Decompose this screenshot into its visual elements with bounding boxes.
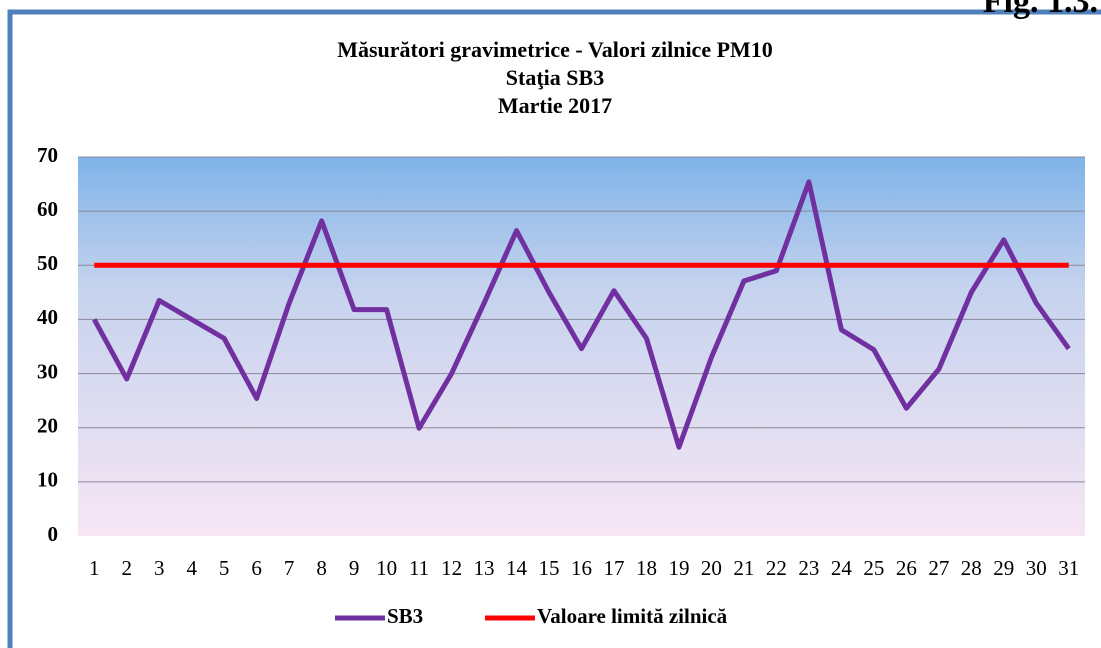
x-tick-label: 20: [701, 556, 722, 580]
x-tick-label: 3: [154, 556, 165, 580]
x-tick-label: 16: [571, 556, 592, 580]
x-tick-label: 4: [186, 556, 197, 580]
x-tick-label: 28: [961, 556, 982, 580]
fig-label: Fig. 1.3.: [983, 0, 1098, 20]
x-tick-label: 7: [284, 556, 295, 580]
series-line: [92, 179, 1071, 450]
y-tick-label: 30: [37, 359, 58, 383]
y-tick-label: 50: [37, 251, 58, 275]
x-tick-label: 15: [539, 556, 560, 580]
frame: [7, 9, 1101, 648]
x-tick-label: 11: [409, 556, 429, 580]
chart-title: Martie 2017: [498, 93, 612, 118]
x-tick-label: 21: [733, 556, 754, 580]
legend-label: SB3: [387, 604, 423, 628]
x-tick-label: 17: [603, 556, 624, 580]
x-tick-label: 13: [474, 556, 495, 580]
y-tick-label: 10: [37, 468, 58, 492]
chart-title: Măsurători gravimetrice - Valori zilnice…: [337, 37, 773, 62]
y-tick-label: 40: [37, 305, 58, 329]
x-tick-label: 19: [668, 556, 689, 580]
y-tick-label: 0: [48, 522, 59, 546]
x-tick-label: 26: [896, 556, 917, 580]
y-tick-label: 70: [37, 143, 58, 167]
y-tick-label: 60: [37, 197, 58, 221]
x-tick-label: 22: [766, 556, 787, 580]
x-tick-label: 27: [928, 556, 949, 580]
x-tick-label: 23: [798, 556, 819, 580]
x-tick-label: 10: [376, 556, 397, 580]
x-tick-label: 2: [121, 556, 132, 580]
x-tick-label: 9: [349, 556, 360, 580]
legend-label: Valoare limită zilnică: [537, 604, 728, 628]
x-tick-label: 6: [251, 556, 262, 580]
x-tick-label: 12: [441, 556, 462, 580]
x-tick-label: 24: [831, 556, 853, 580]
chart-title: Staţia SB3: [506, 65, 604, 90]
y-tick-label: 20: [37, 414, 58, 438]
x-tick-label: 31: [1058, 556, 1079, 580]
x-tick-label: 18: [636, 556, 657, 580]
x-tick-label: 29: [993, 556, 1014, 580]
x-tick-label: 5: [219, 556, 230, 580]
x-tick-label: 14: [506, 556, 528, 580]
x-tick-label: 25: [863, 556, 884, 580]
x-tick-label: 1: [89, 556, 100, 580]
x-tick-label: 30: [1026, 556, 1047, 580]
x-tick-label: 8: [316, 556, 327, 580]
